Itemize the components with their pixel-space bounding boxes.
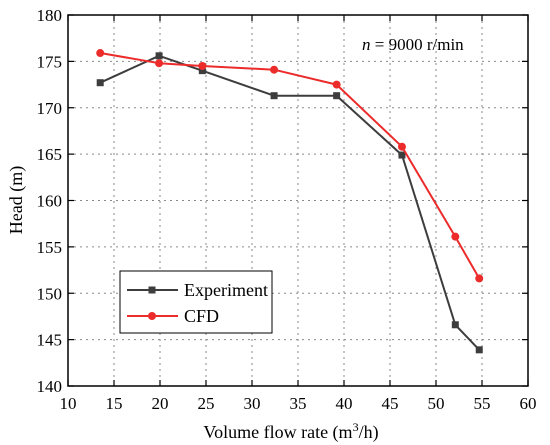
y-tick-label: 165 <box>37 145 63 164</box>
data-point-experiment <box>198 67 206 75</box>
annotation-text: = 9000 r/min <box>371 35 465 54</box>
series-line-experiment <box>99 54 480 351</box>
data-point-experiment <box>475 346 483 354</box>
data-point-experiment <box>333 92 341 100</box>
x-axis-label-main: Volume flow rate (m <box>203 422 352 443</box>
x-tick-label: 30 <box>244 394 261 413</box>
x-axis-label-tail: /h) <box>359 422 379 443</box>
x-tick-label: 55 <box>474 394 491 413</box>
series-layer <box>96 49 484 354</box>
x-tick-label: 25 <box>198 394 215 413</box>
x-tick-label: 60 <box>520 394 537 413</box>
x-axis-label: Volume flow rate (m3/h) <box>203 420 378 443</box>
legend-marker-cfd <box>148 312 156 320</box>
data-point-experiment <box>155 52 163 60</box>
data-point-cfd <box>270 65 279 74</box>
y-tick-label: 180 <box>37 6 63 25</box>
annotation-italic: n <box>362 35 371 54</box>
y-tick-label: 150 <box>37 284 63 303</box>
y-tick-label: 140 <box>37 377 63 396</box>
grid-lines <box>68 15 528 386</box>
legend-label-experiment: Experiment <box>184 280 268 300</box>
data-point-cfd <box>397 142 406 151</box>
y-tick-label: 145 <box>37 331 63 350</box>
data-point-cfd <box>332 80 341 89</box>
series-line-cfd <box>100 52 481 279</box>
x-tick-label: 20 <box>152 394 169 413</box>
data-point-experiment <box>451 321 459 329</box>
speed-annotation: n = 9000 r/min <box>362 35 464 54</box>
axis-tick-labels: 10 15 20 25 30 35 40 45 50 55 60 140 145 150 155 160 165… <box>37 6 537 413</box>
data-point-cfd <box>198 62 207 71</box>
data-point-experiment <box>398 151 406 159</box>
legend: Experiment CFD <box>119 270 273 334</box>
x-tick-label: 15 <box>106 394 123 413</box>
data-point-experiment <box>96 79 104 87</box>
y-tick-label: 155 <box>37 238 63 257</box>
data-point-cfd <box>155 59 164 68</box>
x-tick-label: 35 <box>290 394 307 413</box>
legend-box <box>119 270 273 334</box>
x-tick-label: 40 <box>336 394 353 413</box>
x-axis-label-sup: 3 <box>353 420 359 434</box>
y-tick-label: 175 <box>37 52 63 71</box>
data-point-cfd <box>451 232 460 241</box>
x-tick-label: 10 <box>60 394 77 413</box>
data-point-cfd <box>475 274 484 283</box>
y-tick-label: 160 <box>37 192 63 211</box>
x-tick-label: 45 <box>382 394 399 413</box>
legend-label-cfd: CFD <box>184 306 219 326</box>
data-point-experiment <box>270 92 278 100</box>
y-axis-label: Head (m) <box>6 166 27 234</box>
x-tick-label: 50 <box>428 394 445 413</box>
data-point-cfd <box>96 49 105 58</box>
y-tick-label: 170 <box>37 99 63 118</box>
legend-marker-experiment <box>148 286 156 294</box>
axis-ticks <box>67 14 529 387</box>
